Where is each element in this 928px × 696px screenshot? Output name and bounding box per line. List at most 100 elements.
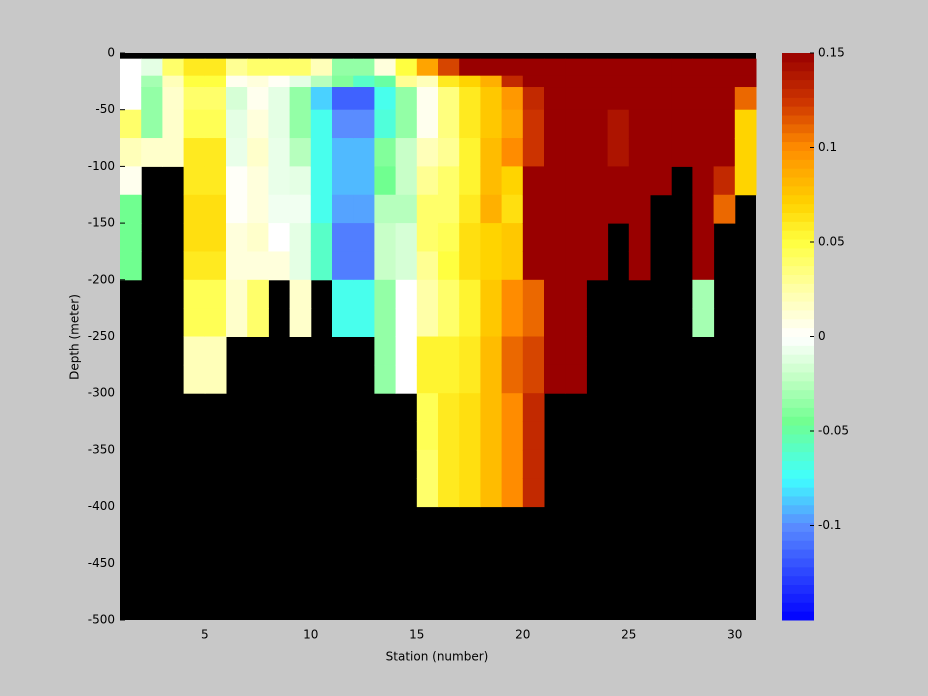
heatmap-cell xyxy=(268,58,291,77)
heatmap-cell xyxy=(438,223,460,252)
colorbar-segment xyxy=(782,106,814,116)
heatmap-cell xyxy=(353,223,375,252)
heatmap-cell xyxy=(268,87,291,111)
heatmap-cell xyxy=(713,194,736,224)
heatmap-cell xyxy=(120,194,142,224)
heatmap-cell xyxy=(607,138,630,167)
heatmap-cell xyxy=(289,251,312,281)
heatmap-cell xyxy=(565,194,587,224)
heatmap-cell xyxy=(374,58,397,77)
y-tick-label: -250 xyxy=(88,329,115,343)
colorbar-segment xyxy=(782,194,814,205)
colorbar-segment xyxy=(782,389,814,400)
heatmap-cell xyxy=(353,166,375,196)
heatmap-cell xyxy=(310,194,333,224)
heatmap-cell xyxy=(607,109,630,139)
heatmap-cell xyxy=(374,194,397,224)
colorbar-segment xyxy=(782,336,814,346)
y-tick-label: 0 xyxy=(107,46,115,60)
heatmap-cell xyxy=(501,138,524,167)
heatmap-cell xyxy=(586,251,609,281)
colorbar-segment xyxy=(782,460,814,470)
heatmap-cell xyxy=(226,58,248,77)
heatmap-cell xyxy=(162,109,185,139)
colorbar-segment xyxy=(782,230,814,240)
heatmap-cell xyxy=(522,194,545,224)
heatmap-cell xyxy=(141,87,163,111)
heatmap-cell xyxy=(374,138,397,167)
heatmap-cell xyxy=(416,75,439,88)
heatmap-cell xyxy=(480,138,503,167)
heatmap-cell xyxy=(204,223,227,252)
heatmap-cell xyxy=(162,75,185,88)
colorbar-segment xyxy=(782,247,814,258)
colorbar-segment xyxy=(782,88,814,98)
heatmap-cell xyxy=(120,251,142,281)
heatmap-cell xyxy=(459,393,481,423)
heatmap-cell xyxy=(120,109,142,139)
colorbar-segment xyxy=(782,256,814,267)
heatmap-cell xyxy=(586,138,609,167)
heatmap-cell xyxy=(268,138,291,167)
heatmap-cell xyxy=(183,251,206,281)
heatmap-cell xyxy=(565,87,587,111)
heatmap-cell xyxy=(522,478,545,508)
heatmap-cell xyxy=(671,87,693,111)
heatmap-cell xyxy=(522,393,545,423)
heatmap-cell xyxy=(353,138,375,167)
y-tick-label: -200 xyxy=(88,272,115,286)
heatmap-cell xyxy=(332,87,354,111)
heatmap-cell xyxy=(183,109,206,139)
heatmap-cell xyxy=(395,194,418,224)
heatmap-cell xyxy=(459,58,481,77)
heatmap-cell xyxy=(586,58,609,77)
heatmap-cell xyxy=(204,251,227,281)
heatmap-cell xyxy=(162,87,185,111)
heatmap-cell xyxy=(459,478,481,508)
heatmap-cell xyxy=(459,308,481,337)
colorbar-segment xyxy=(782,283,814,293)
heatmap-cell xyxy=(671,109,693,139)
heatmap-cell xyxy=(416,251,439,281)
heatmap-cell xyxy=(141,109,163,139)
heatmap-cell xyxy=(522,138,545,167)
heatmap-cell xyxy=(713,138,736,167)
heatmap-cell xyxy=(522,308,545,337)
heatmap-cell xyxy=(544,166,566,196)
heatmap-cell xyxy=(607,166,630,196)
heatmap-cell xyxy=(480,308,503,337)
heatmap-cell xyxy=(416,421,439,451)
heatmap-cell xyxy=(522,251,545,281)
heatmap-cell xyxy=(183,223,206,252)
x-tick-label: 15 xyxy=(409,628,424,642)
heatmap-cell xyxy=(459,109,481,139)
y-tick-label: -150 xyxy=(88,216,115,230)
x-tick-label: 10 xyxy=(303,628,318,642)
heatmap-cell xyxy=(395,279,418,309)
heatmap-cell xyxy=(289,223,312,252)
heatmap-cell xyxy=(628,194,651,224)
heatmap-cell xyxy=(692,87,715,111)
heatmap-cell xyxy=(480,279,503,309)
heatmap-cell xyxy=(522,109,545,139)
heatmap-cell xyxy=(459,87,481,111)
heatmap-cell xyxy=(459,138,481,167)
heatmap-cell xyxy=(692,223,715,252)
heatmap-cell xyxy=(268,166,291,196)
heatmap-cell xyxy=(480,336,503,366)
colorbar-segment xyxy=(782,584,814,594)
colorbar-segment xyxy=(782,549,814,559)
heatmap-cell xyxy=(120,75,142,88)
heatmap-cell xyxy=(438,421,460,451)
heatmap-cell xyxy=(310,251,333,281)
heatmap-cell xyxy=(374,279,397,309)
colorbar-segment xyxy=(782,371,814,382)
heatmap-cell xyxy=(183,87,206,111)
heatmap-cell xyxy=(289,109,312,139)
colorbar-segment xyxy=(782,433,814,444)
colorbar-tick-label: -0.1 xyxy=(818,518,841,532)
heatmap-cell xyxy=(586,109,609,139)
heatmap-cell xyxy=(459,364,481,394)
colorbar-segment xyxy=(782,150,814,160)
